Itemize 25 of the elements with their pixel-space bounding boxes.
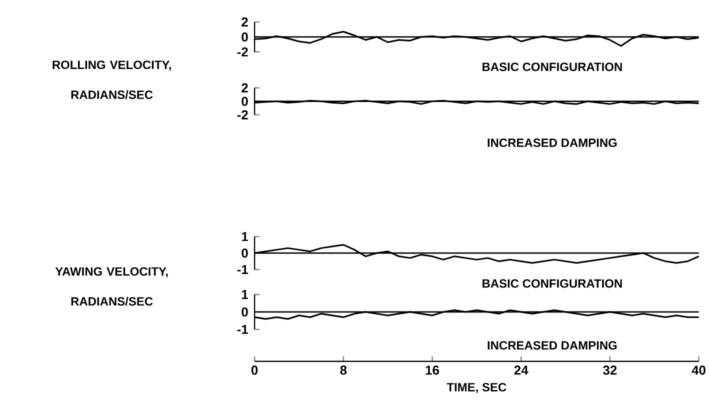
y-tick-label: 0 bbox=[242, 307, 248, 316]
x-axis-title: TIME, SEC bbox=[446, 382, 506, 394]
text: INCREASED DAMPING bbox=[488, 341, 617, 350]
y-tick-label: 1 bbox=[242, 232, 248, 241]
y-tick-label: 0 bbox=[242, 32, 248, 42]
x-tick-label: 24 bbox=[514, 365, 528, 374]
y-tick-label: 0 bbox=[242, 96, 248, 106]
y-tick-label: -2 bbox=[237, 47, 248, 56]
y-tick-label: 0 bbox=[242, 248, 248, 258]
text: YAWING VELOCITY, RADIANS/SEC bbox=[55, 267, 168, 306]
y-tick-label: 2 bbox=[242, 83, 248, 92]
text: BASIC CONFIGURATION bbox=[482, 279, 622, 288]
y-tick-label: -1 bbox=[237, 264, 248, 274]
y-tick-label: -1 bbox=[237, 324, 248, 334]
y-tick-label: -2 bbox=[237, 110, 248, 120]
text: ROLLING VELOCITY, RADIANS/SEC bbox=[52, 60, 171, 100]
text: INCREASED DAMPING bbox=[488, 138, 617, 147]
y-tick-label: 1 bbox=[242, 290, 248, 299]
x-tick-label: 16 bbox=[426, 365, 439, 375]
y-tick-label: 2 bbox=[242, 17, 248, 26]
x-tick-label: 40 bbox=[692, 365, 706, 375]
x-tick-label: 32 bbox=[603, 365, 617, 375]
text: BASIC CONFIGURATION bbox=[482, 62, 622, 71]
x-tick-label: 0 bbox=[251, 365, 258, 375]
x-tick-label: 8 bbox=[340, 365, 347, 375]
